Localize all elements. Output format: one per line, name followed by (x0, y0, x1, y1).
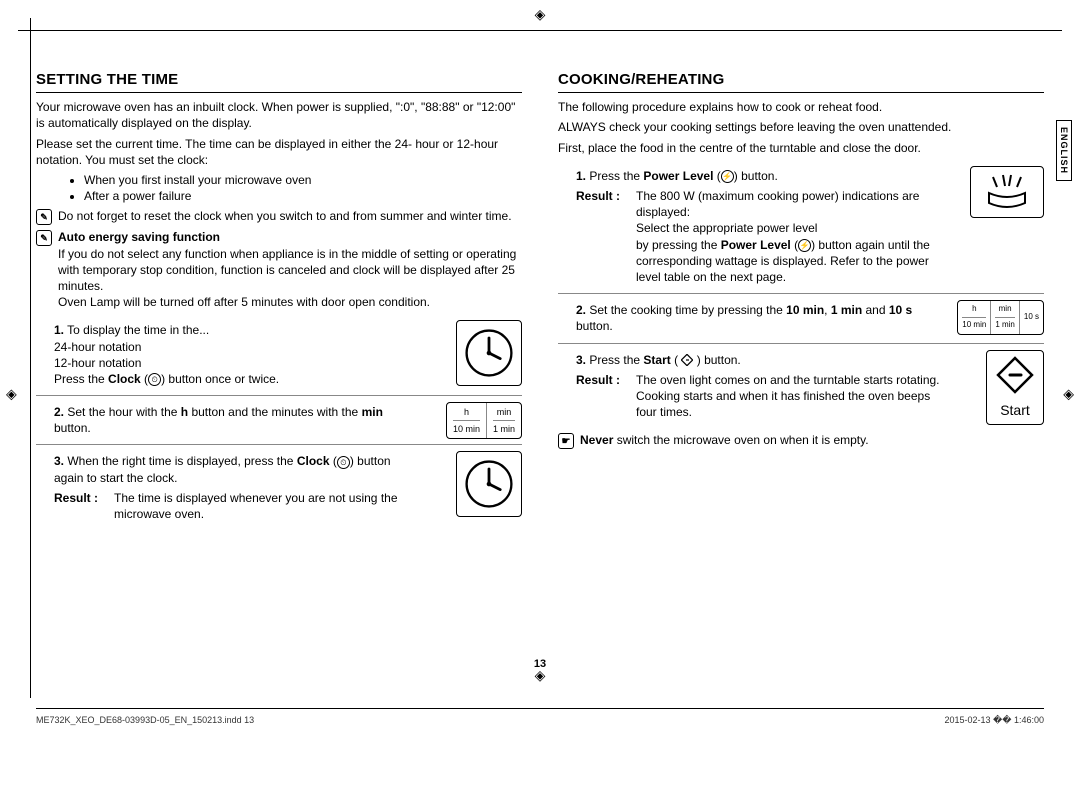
trim-line-top (18, 30, 1062, 31)
step-text: To display the time in the... (67, 323, 209, 337)
step-text: 12-hour notation (54, 356, 141, 370)
step-number: 1. (576, 169, 586, 183)
heading-cooking: COOKING/REHEATING (558, 70, 1044, 93)
intro-text: The following procedure explains how to … (558, 99, 1044, 115)
page-content: SETTING THE TIME Your microwave oven has… (36, 70, 1044, 530)
warning-text: Never switch the microwave oven on when … (580, 432, 869, 448)
note-icon (36, 230, 52, 246)
note-title: Auto energy saving function (58, 230, 220, 244)
result-label: Result : (576, 372, 628, 421)
step-3: 3. Press the Start ( ) button. Result : … (558, 344, 1044, 429)
note-body: Auto energy saving function If you do no… (58, 229, 522, 310)
h-min-buttons: h10 min min1 min (446, 402, 522, 439)
step-number: 3. (54, 454, 64, 468)
step-number: 3. (576, 353, 586, 367)
trim-line-left (30, 18, 31, 698)
clock-illustration (456, 451, 522, 517)
step-1: 1. To display the time in the... 24-hour… (36, 314, 522, 396)
crop-mark-left: ◈ (6, 386, 17, 403)
step-2: 2. Set the cooking time by pressing the … (558, 294, 1044, 343)
step-text: Press the (54, 372, 108, 386)
intro-text: First, place the food in the centre of t… (558, 140, 1044, 156)
note-text: If you do not select any function when a… (58, 247, 516, 293)
step-3: 3. When the right time is displayed, pre… (36, 445, 522, 530)
list-item: When you first install your microwave ov… (84, 172, 522, 188)
page-number: 13 (534, 658, 546, 670)
step-number: 1. (54, 323, 64, 337)
footer-timestamp: 2015-02-13 �� 1:46:00 (944, 715, 1044, 726)
result-text: The time is displayed whenever you are n… (114, 490, 422, 522)
clock-icon: ⏲ (337, 456, 350, 469)
note-icon (36, 209, 52, 225)
note-summer-time: Do not forget to reset the clock when yo… (36, 208, 522, 225)
footer-filename: ME732K_XEO_DE68-03993D-05_EN_150213.indd… (36, 715, 254, 726)
note-text: Oven Lamp will be turned off after 5 min… (58, 295, 430, 309)
heading-setting-time: SETTING THE TIME (36, 70, 522, 93)
left-column: SETTING THE TIME Your microwave oven has… (36, 70, 522, 530)
step-text-bold: Clock (108, 372, 141, 386)
start-diamond-icon (681, 354, 693, 366)
result-label: Result : (576, 188, 628, 285)
right-column: COOKING/REHEATING The following procedur… (558, 70, 1044, 530)
crop-mark-right: ◈ (1063, 386, 1074, 403)
crop-mark-top: ◈ (535, 6, 546, 23)
note-text: Do not forget to reset the clock when yo… (58, 208, 512, 224)
bullet-list: When you first install your microwave ov… (56, 172, 522, 204)
time-buttons: h10 min min1 min 10 s (957, 300, 1044, 335)
power-level-illustration (970, 166, 1044, 218)
clock-icon: ⏲ (148, 373, 161, 386)
note-auto-energy: Auto energy saving function If you do no… (36, 229, 522, 310)
power-icon: ⚡ (798, 239, 811, 252)
footer: ME732K_XEO_DE68-03993D-05_EN_150213.indd… (36, 708, 1044, 726)
start-button-illustration: Start (986, 350, 1044, 425)
language-tab: ENGLISH (1056, 120, 1072, 181)
start-label: Start (995, 401, 1035, 420)
intro-text: Your microwave oven has an inbuilt clock… (36, 99, 522, 131)
warning-icon (558, 433, 574, 449)
step-number: 2. (576, 303, 586, 317)
intro-text: Please set the current time. The time ca… (36, 136, 522, 168)
list-item: After a power failure (84, 188, 522, 204)
result-text: The 800 W (maximum cooking power) indica… (636, 188, 944, 285)
result-row: Result : The time is displayed whenever … (36, 490, 522, 522)
result-label: Result : (54, 490, 106, 522)
step-text: 24-hour notation (54, 340, 141, 354)
start-diamond-icon (995, 355, 1035, 395)
intro-text: ALWAYS check your cooking settings befor… (558, 119, 1044, 135)
step-number: 2. (54, 405, 64, 419)
result-row: Result : The oven light comes on and the… (558, 372, 1044, 421)
warning-empty-oven: Never switch the microwave oven on when … (558, 432, 1044, 449)
step-1: 1. Press the Power Level (⚡) button. Res… (558, 160, 1044, 294)
result-text: The oven light comes on and the turntabl… (636, 372, 944, 421)
power-icon: ⚡ (721, 170, 734, 183)
clock-illustration (456, 320, 522, 386)
step-2: 2. Set the hour with the h button and th… (36, 396, 522, 445)
